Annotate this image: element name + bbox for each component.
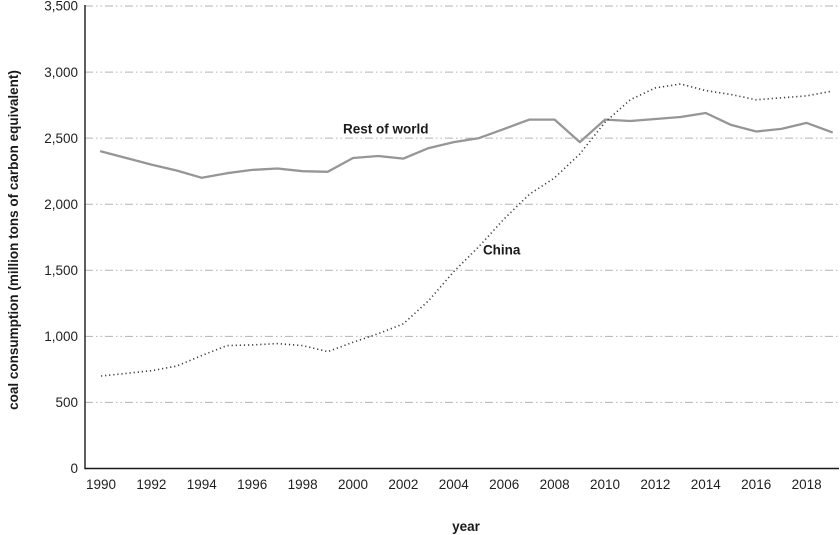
y-tick-label: 3,500: [44, 0, 78, 14]
series-labels: Rest of world China: [343, 121, 521, 257]
y-tick-label: 2,000: [44, 197, 78, 212]
x-tick-label: 2002: [388, 477, 418, 492]
y-tick-labels: 0 500 1,000 1,500 2,000 2,500 3,000 3,500: [44, 0, 78, 476]
y-tick-label: 500: [55, 395, 78, 410]
x-tick-label: 2018: [792, 477, 822, 492]
series-line-rest-of-world: [99, 111, 833, 179]
y-tick-label: 1,500: [44, 263, 78, 278]
axis-lines: [84, 5, 839, 470]
gridlines: [85, 5, 839, 403]
series-label-rest-of-world: Rest of world: [343, 121, 429, 136]
series-line-china: [100, 83, 832, 377]
x-tick-label: 1990: [86, 477, 116, 492]
x-tick-label: 2006: [489, 477, 519, 492]
y-tick-label: 2,500: [44, 131, 78, 146]
x-tick-label: 2000: [338, 477, 368, 492]
y-axis-title: coal consumption (million tons of carbon…: [6, 70, 21, 410]
data-series: [99, 83, 833, 377]
x-axis-title: year: [452, 519, 481, 534]
x-tick-label: 2016: [741, 477, 771, 492]
x-tick-label: 2004: [439, 477, 470, 492]
y-tick-label: 3,000: [44, 65, 78, 80]
x-tick-label: 1994: [187, 477, 218, 492]
series-label-china: China: [483, 243, 521, 258]
x-tick-label: 1996: [237, 477, 267, 492]
x-tick-labels: 1990 1992 1994 1996 1998 2000 2002 2004 2006 2008…: [86, 477, 822, 492]
x-tick-label: 2008: [540, 477, 570, 492]
x-tick-label: 2014: [691, 477, 722, 492]
x-tick-label: 1992: [136, 477, 166, 492]
y-tick-label: 1,000: [44, 329, 78, 344]
x-tick-label: 1998: [288, 477, 318, 492]
y-tick-label: 0: [70, 461, 78, 476]
x-tick-label: 2010: [590, 477, 620, 492]
x-tick-label: 2012: [640, 477, 670, 492]
